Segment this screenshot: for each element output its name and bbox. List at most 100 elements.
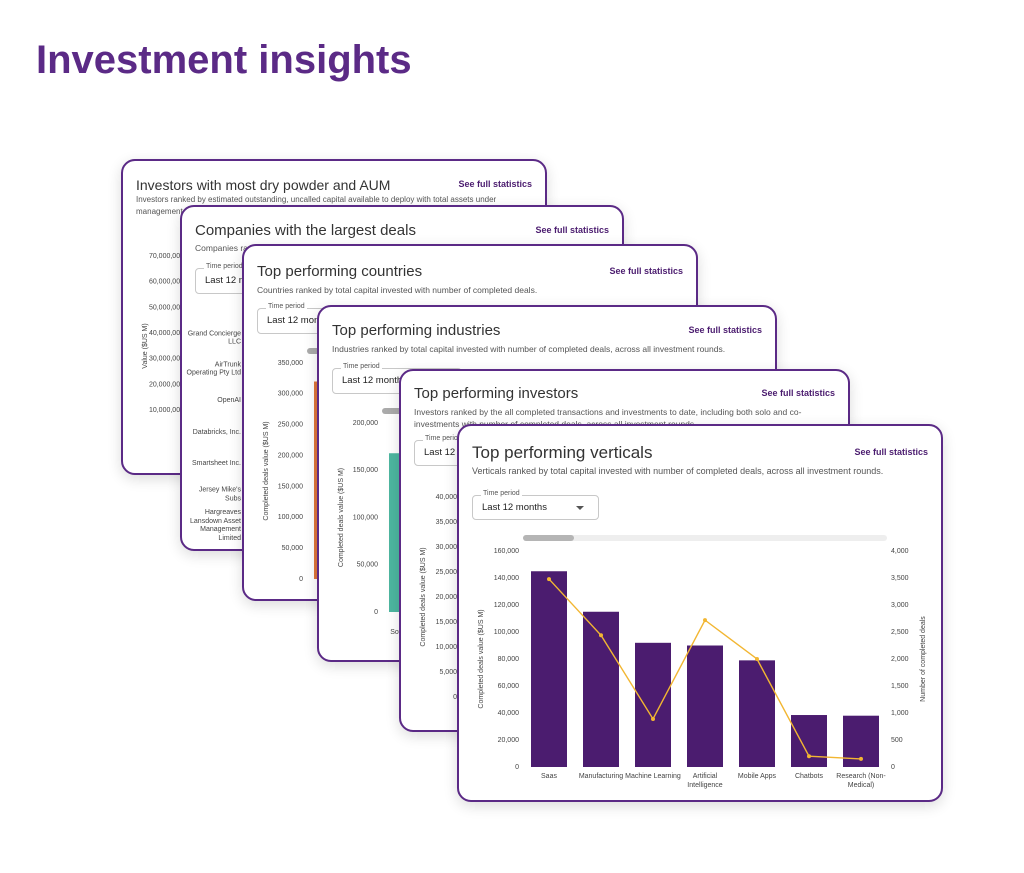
time-period-label: Time period bbox=[423, 435, 464, 442]
time-period-dropdown[interactable]: Time period Last 12 months bbox=[472, 490, 599, 520]
category-label: Smartsheet Inc. bbox=[191, 459, 241, 467]
see-full-statistics-link[interactable]: See full statistics bbox=[609, 266, 683, 276]
bar bbox=[791, 715, 827, 767]
time-period-label: Time period bbox=[204, 263, 245, 270]
axis-label: Completed deals value ($US M) bbox=[263, 421, 270, 520]
line-point bbox=[859, 756, 863, 761]
scroll-thumb bbox=[523, 535, 574, 541]
x-tick-label: Artificial Intelligence bbox=[687, 773, 723, 789]
category-label: Jersey Mike's Subs bbox=[198, 486, 241, 503]
chart-area: 0 20,000 40,000 60,000 80,000 100,000 120,000 1… bbox=[478, 535, 927, 771]
line-point bbox=[755, 657, 759, 661]
y-tick-label: 80,000 bbox=[498, 656, 520, 663]
page-title: Investment insights bbox=[36, 38, 412, 82]
y-tick-label: 0 bbox=[299, 576, 303, 583]
y-tick-label: 150,000 bbox=[278, 483, 303, 490]
y-tick-label: 200,000 bbox=[353, 420, 378, 427]
y2-tick-label: 3,000 bbox=[891, 602, 909, 609]
x-tick-label: Saas bbox=[541, 773, 557, 780]
x-tick-label: Machine Learning bbox=[625, 773, 681, 780]
y-tick-label: 0 bbox=[515, 764, 519, 771]
y-tick-label: 30,000 bbox=[436, 544, 458, 551]
y-tick-label: 60,000,000 bbox=[149, 279, 184, 286]
card: 0 20,000 40,000 60,000 80,000 100,000 120,000 1… bbox=[457, 424, 943, 802]
y-tick-label: 250,000 bbox=[278, 422, 303, 429]
dropdown-caret bbox=[576, 505, 584, 510]
axis-label: Value ($US M) bbox=[142, 323, 149, 368]
category-label: OpenAI bbox=[217, 397, 241, 404]
y-tick-label: 20,000,000 bbox=[149, 381, 184, 388]
bar bbox=[583, 611, 619, 767]
y-tick-label: 30,000,000 bbox=[149, 356, 184, 363]
axis-label: Completed deals value ($US M) bbox=[338, 468, 345, 567]
y-tick-label: 10,000,000 bbox=[149, 407, 184, 414]
y-tick-label: 160,000 bbox=[494, 548, 519, 555]
y-tick-label: 50,000,000 bbox=[149, 304, 184, 311]
y-tick-label: 350,000 bbox=[278, 360, 303, 367]
y-tick-label: 20,000 bbox=[436, 594, 458, 601]
y-tick-label: 0 bbox=[453, 694, 457, 701]
card-subtitle: Countries ranked by total capital invest… bbox=[257, 285, 538, 295]
y2-tick-label: 1,000 bbox=[891, 710, 909, 717]
card-title: Top performing investors bbox=[414, 385, 579, 403]
y-tick-label: 35,000 bbox=[436, 519, 458, 526]
axis-label: Number of completed deals bbox=[920, 616, 927, 702]
y-tick-label: 40,000,000 bbox=[149, 330, 184, 337]
y-tick-label: 5,000 bbox=[439, 669, 457, 676]
x-tick-label: Research (Non-Medical) bbox=[836, 773, 886, 789]
x-tick-label: Chatbots bbox=[794, 773, 824, 780]
y2-tick-label: 0 bbox=[891, 764, 895, 771]
category-label: Databricks, Inc. bbox=[192, 428, 241, 436]
card-subtitle: Investors ranked by estimated outstandin… bbox=[136, 195, 497, 216]
bar bbox=[635, 642, 671, 767]
time-period-value: Last 12 months bbox=[267, 315, 332, 326]
y-tick-label: 70,000,000 bbox=[149, 253, 184, 260]
y-tick-label: 300,000 bbox=[278, 391, 303, 398]
y2-tick-label: 1,500 bbox=[891, 683, 909, 690]
card-title: Investors with most dry powder and AUM bbox=[136, 176, 391, 193]
see-full-statistics-link[interactable]: See full statistics bbox=[688, 325, 762, 335]
y2-tick-label: 500 bbox=[891, 737, 903, 744]
y-tick-label: 50,000 bbox=[282, 545, 304, 552]
bar bbox=[687, 645, 723, 767]
card-title: Companies with the largest deals bbox=[195, 222, 416, 240]
y-tick-label: 100,000 bbox=[278, 514, 303, 521]
see-full-statistics-link[interactable]: See full statistics bbox=[854, 447, 928, 457]
category-label: Hargreaves Lansdown Asset Management Lim… bbox=[190, 509, 241, 542]
chart-area: 10,000,000 20,000,000 30,000,000 40,000,000… bbox=[142, 253, 184, 414]
y-tick-label: 140,000 bbox=[494, 575, 519, 582]
category-label: Grand Concierge LLC bbox=[187, 330, 241, 346]
bar bbox=[739, 660, 775, 767]
see-full-statistics-link[interactable]: See full statistics bbox=[535, 225, 609, 235]
y-tick-label: 60,000 bbox=[498, 683, 520, 690]
time-period-label: Time period bbox=[481, 490, 522, 497]
line-point bbox=[651, 716, 655, 721]
y-tick-label: 15,000 bbox=[436, 619, 458, 626]
card-title: Top performing industries bbox=[332, 322, 501, 340]
time-period-label: Time period bbox=[341, 363, 382, 370]
caret-shape bbox=[576, 505, 584, 510]
axis-label: Completed deals value ($US M) bbox=[420, 547, 427, 646]
y-tick-label: 40,000 bbox=[498, 710, 520, 717]
line-point bbox=[599, 633, 603, 638]
card-subtitle: Industries ranked by total capital inves… bbox=[332, 344, 726, 354]
chart-area: 0 5,000 10,000 15,000 20,000 25,000 30,000 35,0… bbox=[420, 494, 458, 701]
see-full-statistics-link[interactable]: See full statistics bbox=[458, 179, 532, 189]
line-point bbox=[703, 618, 707, 623]
y-tick-label: 100,000 bbox=[494, 629, 519, 636]
y-tick-label: 150,000 bbox=[353, 467, 378, 474]
y-tick-label: 200,000 bbox=[278, 452, 303, 459]
y2-tick-label: 2,500 bbox=[891, 629, 909, 636]
card-subtitle: Verticals ranked by total capital invest… bbox=[472, 466, 884, 476]
x-tick-label: Manufacturing bbox=[578, 773, 624, 780]
y2-tick-label: 2,000 bbox=[891, 656, 909, 663]
time-period-value: Last 12 months bbox=[342, 375, 407, 386]
y-tick-label: 120,000 bbox=[494, 602, 519, 609]
line-point bbox=[807, 754, 811, 759]
card-title: Top performing countries bbox=[257, 263, 423, 281]
y-tick-label: 10,000 bbox=[436, 644, 458, 651]
time-period-value: Last 12 months bbox=[482, 501, 547, 513]
time-period-label: Time period bbox=[266, 303, 307, 310]
see-full-statistics-link[interactable]: See full statistics bbox=[761, 388, 835, 398]
y2-tick-label: 3,500 bbox=[891, 575, 909, 582]
